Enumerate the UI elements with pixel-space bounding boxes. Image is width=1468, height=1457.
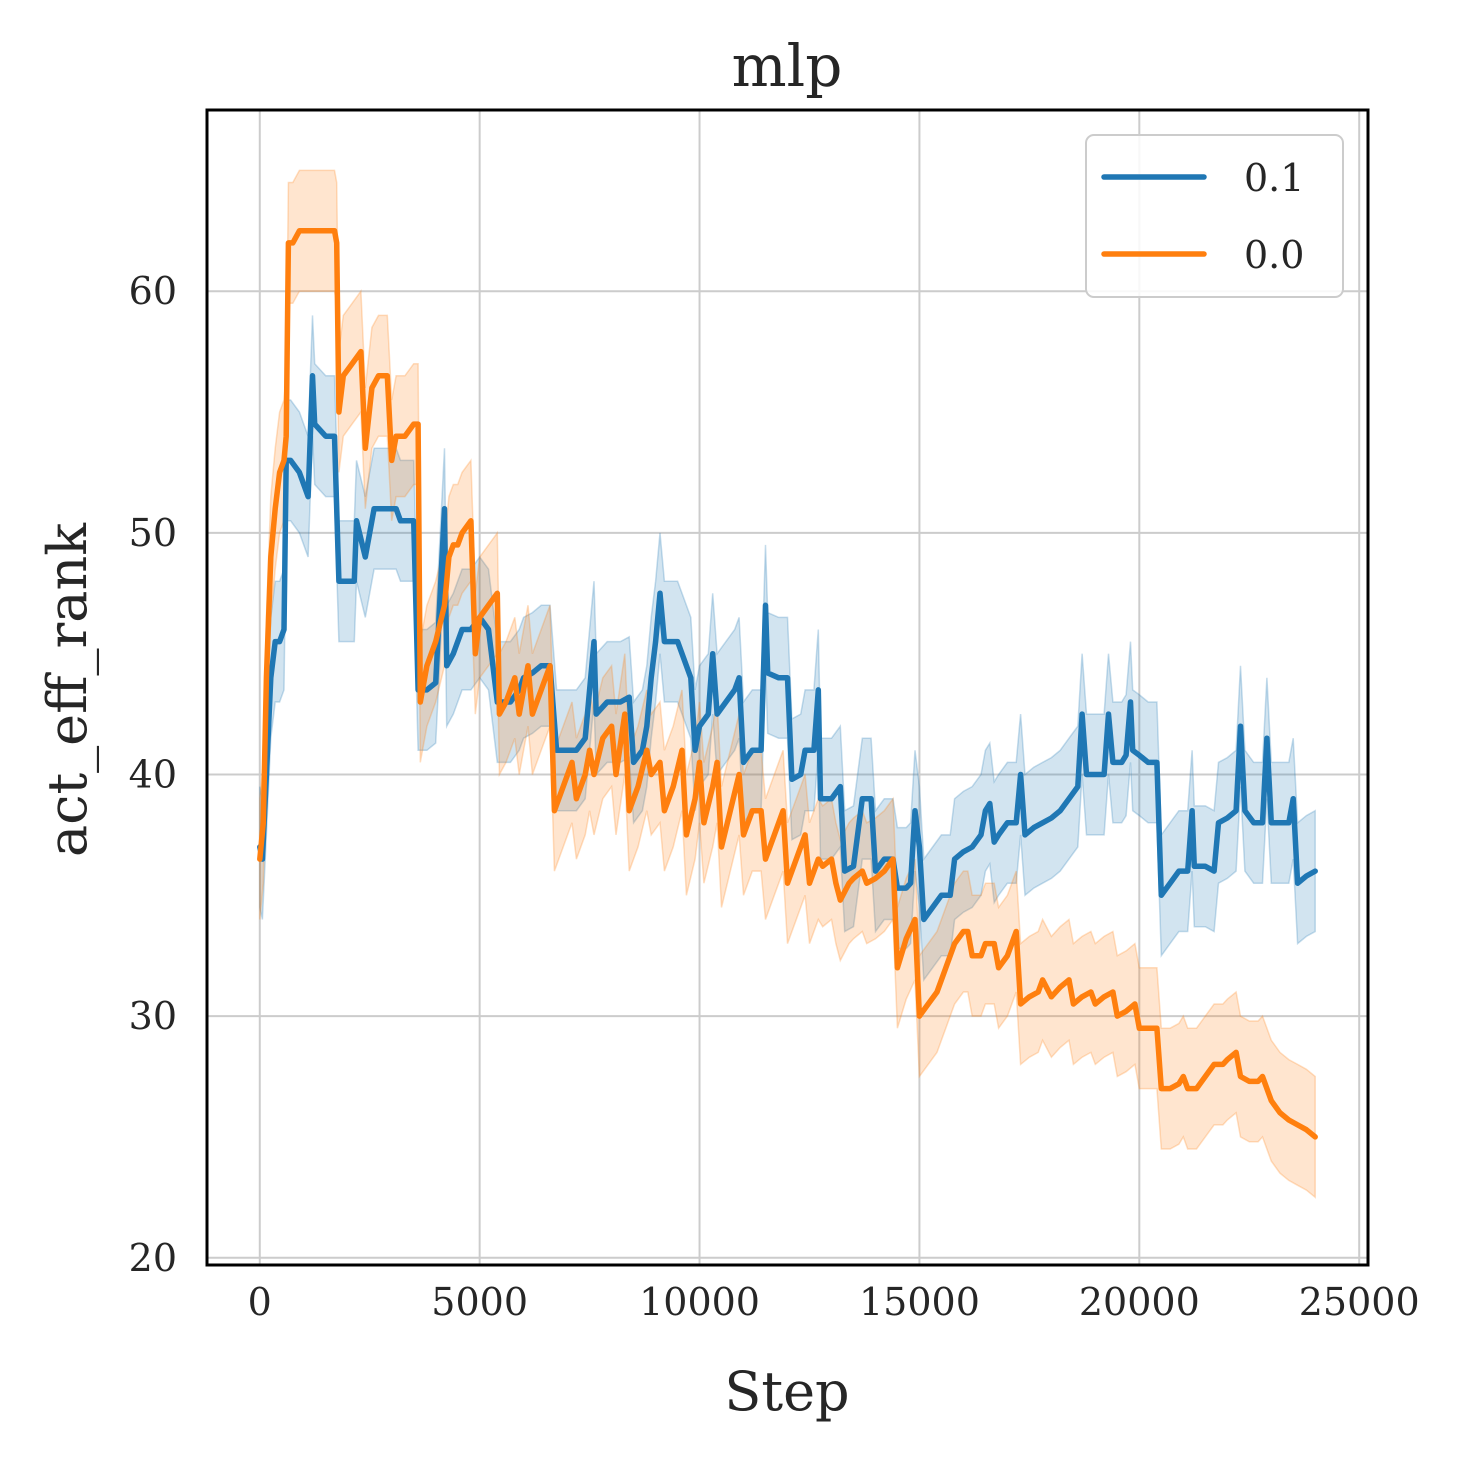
y-tick-label: 20 <box>129 1236 177 1280</box>
series-0-1-line <box>257 373 1318 923</box>
plot-frame <box>205 108 1370 1267</box>
x-tick-label: 15000 <box>859 1280 980 1324</box>
y-axis-label: act_eff_rank <box>36 522 99 857</box>
legend-label: 0.1 <box>1244 156 1304 200</box>
grid <box>207 110 1368 1265</box>
x-axis-label: Step <box>724 1360 849 1423</box>
x-tick-label: 25000 <box>1299 1280 1420 1324</box>
legend-box <box>1085 134 1344 298</box>
axis-ticks: 0 5000 10000 15000 20000 25000 20 30 40 50 60 <box>129 269 1420 1324</box>
series-0-0-line <box>257 228 1318 1140</box>
x-tick-label: 10000 <box>639 1280 760 1324</box>
x-tick-label: 0 <box>248 1280 272 1324</box>
legend: 0.1 0.0 <box>1085 134 1344 298</box>
y-tick-label: 30 <box>129 994 177 1038</box>
y-tick-label: 50 <box>129 511 177 555</box>
series-lines <box>257 228 1318 1140</box>
y-tick-label: 40 <box>129 752 177 796</box>
x-tick-label: 20000 <box>1079 1280 1200 1324</box>
legend-label: 0.0 <box>1244 233 1304 277</box>
chart-title: mlp <box>732 32 843 100</box>
x-tick-label: 5000 <box>431 1280 528 1324</box>
series-0-0-band <box>259 169 1316 1199</box>
y-tick-label: 60 <box>129 269 177 313</box>
